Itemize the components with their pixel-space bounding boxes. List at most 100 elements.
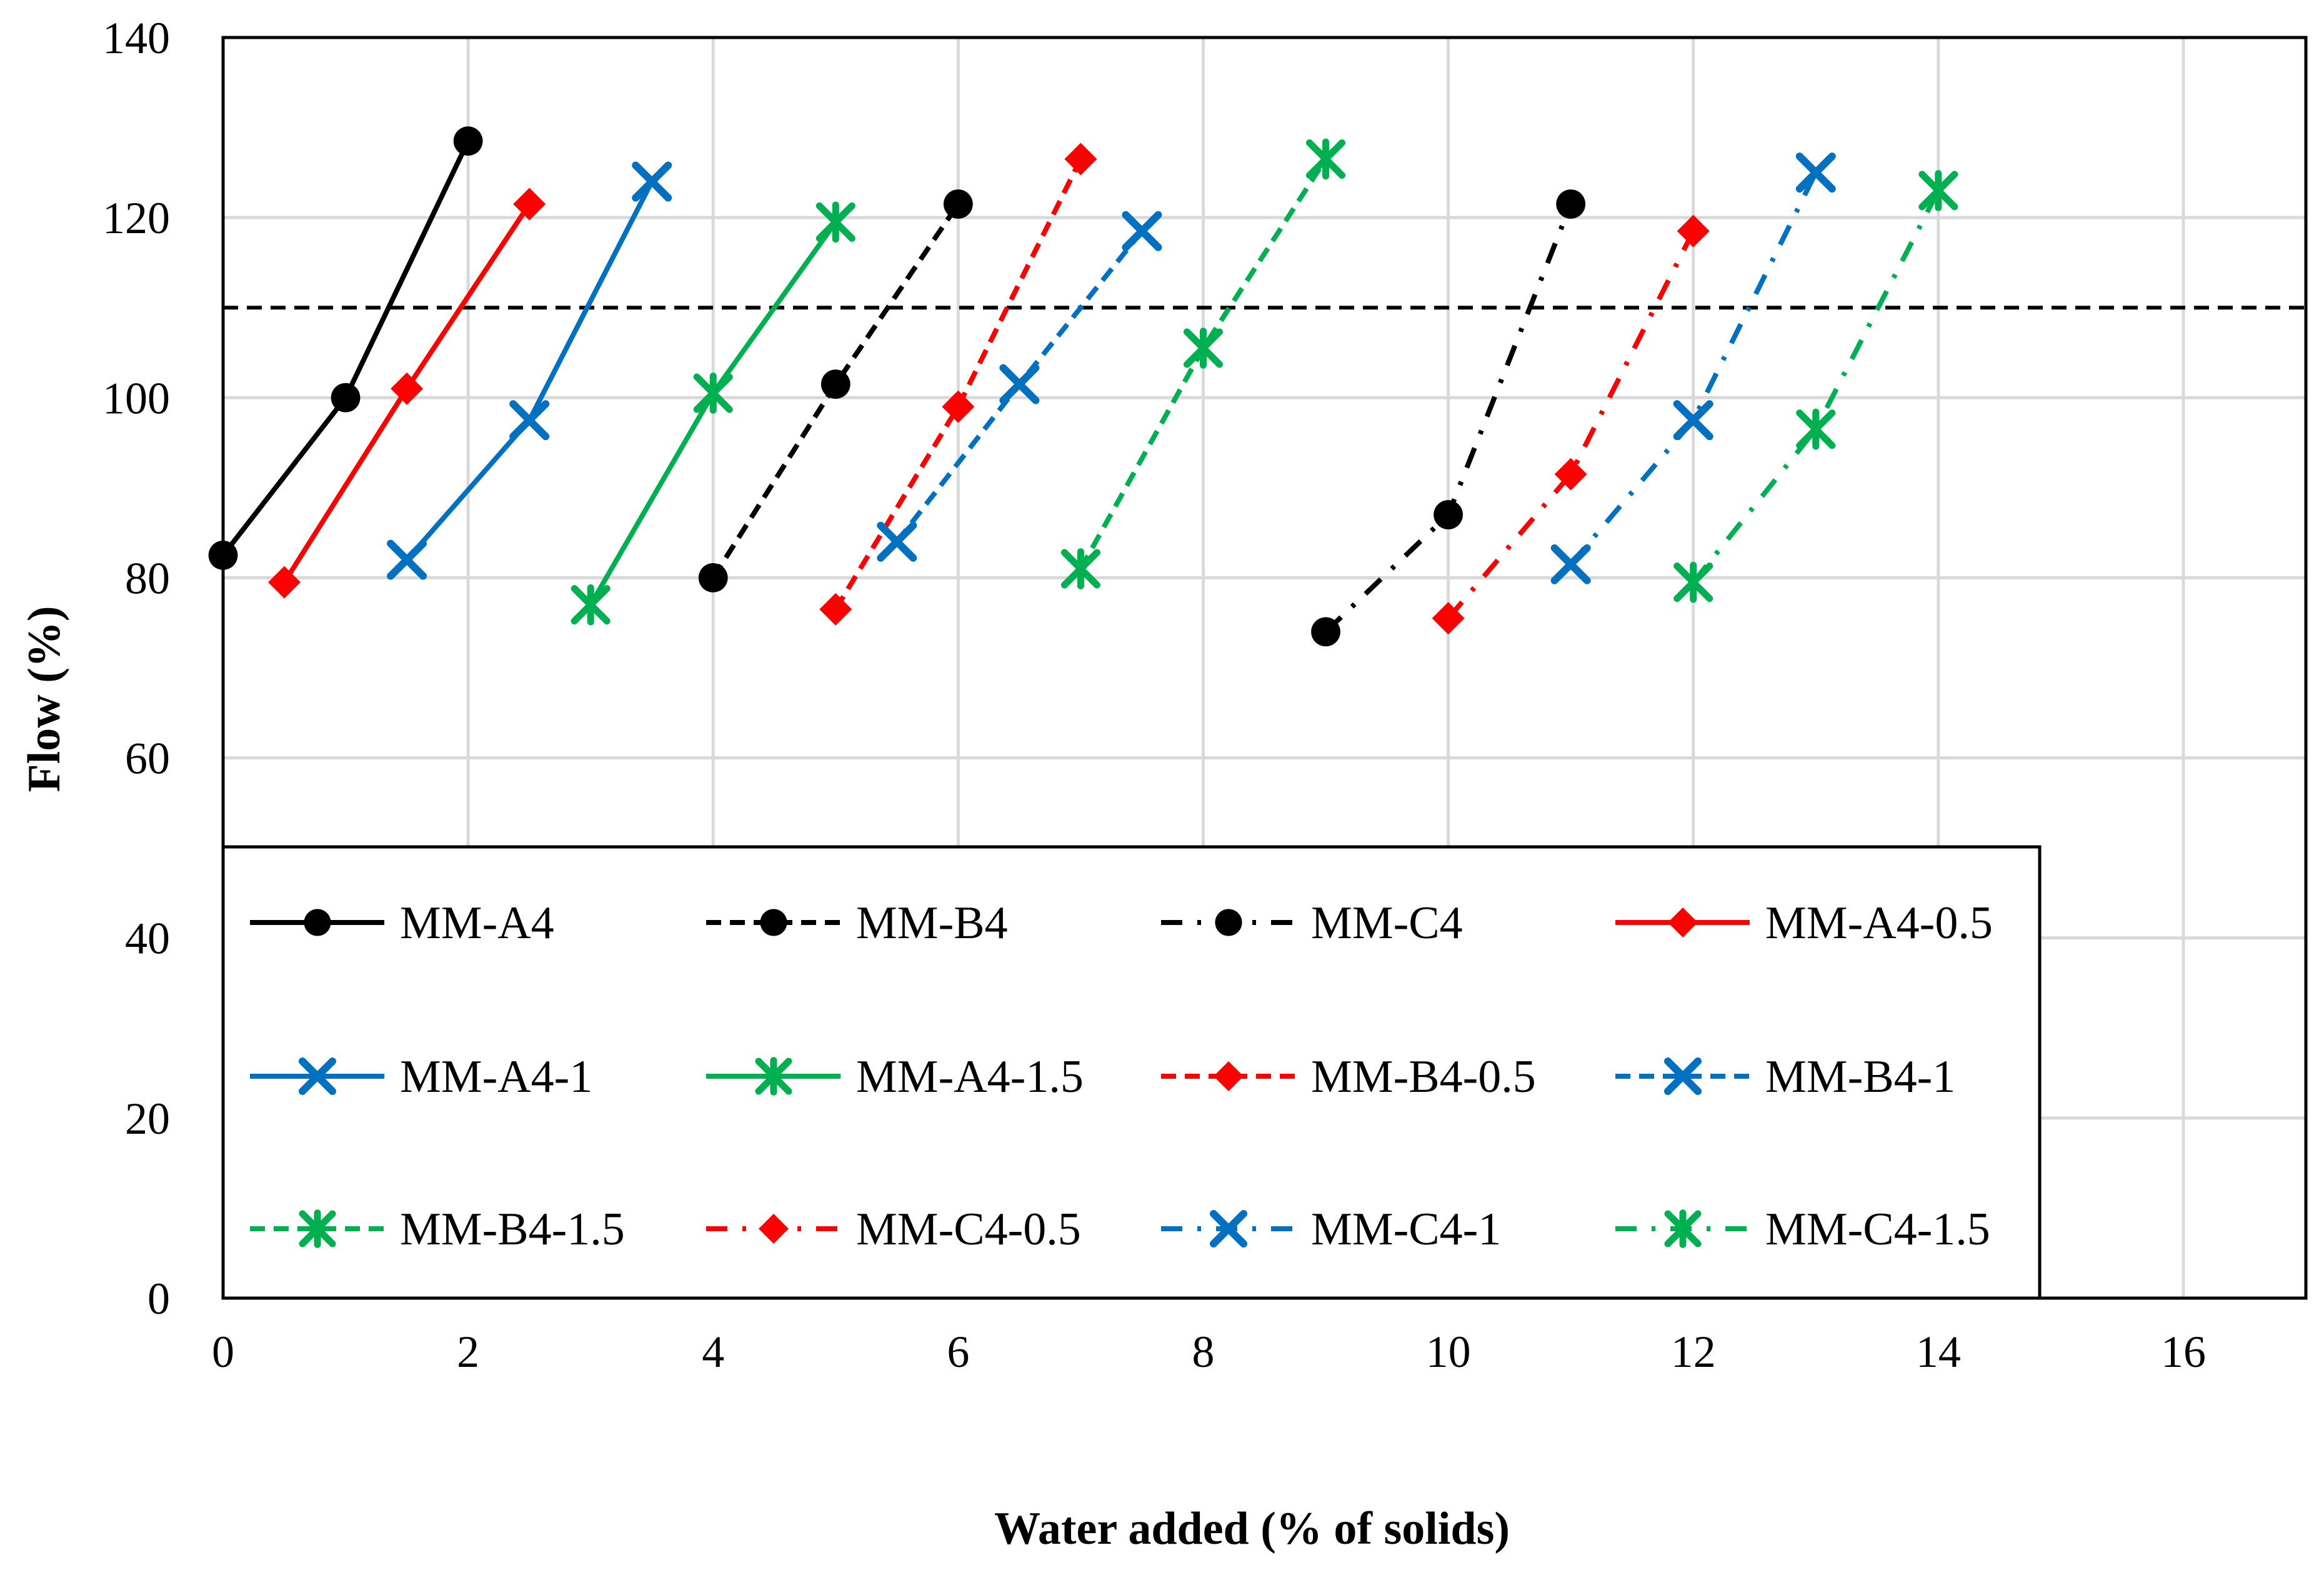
data-point [1183,328,1223,369]
y-tick-label: 100 [102,373,170,423]
y-axis-title: Flow (%) [19,606,70,792]
data-point [942,390,975,423]
y-tick-label: 140 [102,13,170,63]
data-point [509,400,550,441]
data-point [1556,189,1586,219]
data-point [387,539,427,580]
y-tick-label: 120 [102,193,170,243]
legend-entry-MM-B4-1: MM-B4-1 [1615,1051,1955,1102]
y-tick-label: 0 [147,1274,170,1324]
legend-marker [1664,1209,1702,1248]
legend-label: MM-B4-1.5 [400,1204,625,1255]
data-point [1796,408,1836,450]
y-tick-label: 40 [125,914,170,964]
legend-entry-MM-C4-1.5: MM-C4-1.5 [1615,1204,1990,1255]
legend-entry-MM-B4-1.5: MM-B4-1.5 [250,1204,625,1255]
data-point [1060,548,1100,589]
x-tick-label: 10 [1426,1327,1471,1377]
legend-marker [759,1214,789,1244]
y-tick-label: 60 [125,734,170,784]
series-MM-C4-1.5 [1673,170,1958,603]
data-point [571,584,611,626]
legend-marker [1668,908,1698,938]
data-point [877,521,917,562]
legend-label: MM-A4-1.5 [856,1051,1084,1102]
data-point [943,189,973,219]
data-point [1306,138,1346,180]
legend-label: MM-C4-1.5 [1765,1204,1990,1255]
data-point [1064,142,1097,176]
data-point [1122,211,1162,251]
y-tick-label: 80 [125,553,170,603]
legend-entry-MM-C4-0.5: MM-C4-0.5 [706,1204,1081,1255]
data-point [1311,617,1340,647]
data-point [391,372,424,405]
legend-entry-MM-B4-0.5: MM-B4-0.5 [1161,1051,1536,1102]
series-MM-A4-1.5 [571,201,855,626]
data-point [815,201,855,243]
data-point [819,592,852,626]
series-MM-C4-1 [1550,152,1836,584]
series-line [1568,171,1818,566]
legend-label: MM-B4 [856,898,1008,949]
data-point [1434,500,1463,529]
series-line [833,158,1083,611]
legend-label: MM-A4-0.5 [1765,898,1993,949]
data-point [1795,152,1836,193]
legend-entry-MM-A4-0.5: MM-A4-0.5 [1615,898,1993,949]
tick-labels: 0 2 4 6 8 10 12 14 16 0 20 40 60 80 100 120 140 [102,13,2206,1377]
data-point [453,126,483,156]
legend-label: MM-C4-1 [1311,1204,1501,1255]
legend-marker [299,1058,336,1095]
legend-label: MM-A4 [400,898,554,949]
series-MM-C4 [1311,189,1586,647]
x-tick-label: 16 [2161,1327,2206,1377]
data-point [1677,214,1710,248]
series-group [208,126,1958,647]
series-MM-A4 [208,126,483,570]
legend-entry-MM-C4: MM-C4 [1161,898,1463,949]
data-point [331,382,361,412]
x-tick-label: 4 [702,1327,724,1377]
data-point [693,372,733,414]
data-point [698,563,728,592]
series-MM-A4-0.5 [268,188,546,599]
series-line [711,202,960,579]
series-line [1691,189,1941,584]
legend-entry-MM-C4-1: MM-C4-1 [1161,1204,1501,1255]
data-point [268,566,301,599]
data-point [1673,400,1713,441]
legend-entry-MM-B4: MM-B4 [706,898,1008,949]
legend-label: MM-B4-0.5 [1311,1051,1536,1102]
data-point [1918,170,1958,211]
series-MM-B4-1 [877,211,1162,562]
x-tick-label: 6 [947,1327,969,1377]
legend-marker [755,1057,792,1096]
x-axis-title: Water added (% of solids) [994,1503,1510,1554]
legend-label: MM-A4-1 [400,1051,592,1102]
legend-marker [1215,909,1242,936]
data-point [1673,561,1713,603]
x-tick-label: 2 [457,1327,479,1377]
series-line [1446,229,1696,620]
series-MM-B4 [698,189,973,592]
legend-marker [1214,1061,1244,1091]
x-tick-label: 14 [1916,1327,1961,1377]
series-MM-C4-0.5 [1432,214,1710,635]
legend-label: MM-B4-1 [1765,1051,1955,1102]
data-point [513,188,546,221]
x-tick-label: 8 [1192,1327,1214,1377]
series-MM-B4-1.5 [1060,138,1346,589]
series-MM-B4-0.5 [819,142,1097,626]
data-point [1554,458,1587,491]
x-tick-label: 0 [212,1327,234,1377]
legend-marker [1664,1058,1702,1095]
legend-marker [299,1209,336,1248]
legend-marker [1210,1210,1247,1248]
data-point [1550,544,1591,584]
legend-label: MM-C4-0.5 [856,1204,1081,1255]
legend: MM-A4 MM-B4 MM-C4 MM-A4-0.5 MM-A4-1 MM-A4-1.5… [221,845,2042,1300]
data-point [632,161,672,202]
